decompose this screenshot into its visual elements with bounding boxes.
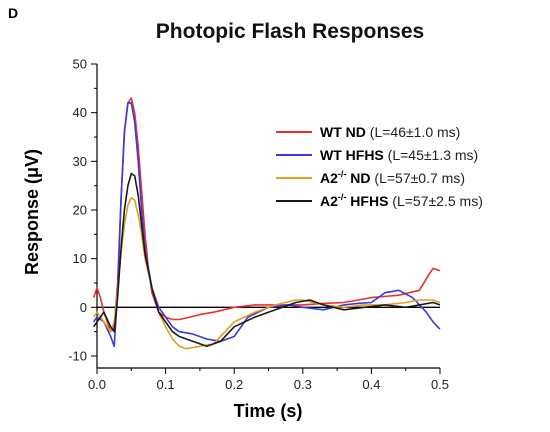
legend: WT ND (L=46±1.0 ms) WT HFHS (L=45±1.3 ms)… [276,124,483,209]
x-tick-label: 0.4 [362,377,380,392]
legend-entry: WT HFHS (L=45±1.3 ms) [320,147,478,163]
x-tick-label: 0.5 [431,377,449,392]
legend-entry: WT ND (L=46±1.0 ms) [320,124,460,140]
x-tick-label: 0.1 [157,377,175,392]
y-tick-label: 0 [80,300,87,315]
series-line-4 [92,172,441,348]
series-line-2 [92,102,441,348]
y-tick-label: 20 [73,203,87,218]
y-tick-label: 40 [73,105,87,120]
x-tick-label: 0.0 [88,377,106,392]
legend-entry: A2-/- ND (L=57±0.7 ms) [320,169,465,186]
y-tick-label: 50 [73,57,87,72]
x-tick-label: 0.3 [294,377,312,392]
series-line-3 [92,197,441,350]
x-tick-label: 0.2 [225,377,243,392]
y-tick-label: -10 [68,349,87,364]
y-tick-label: 10 [73,251,87,266]
legend-entry: A2-/- HFHS (L=57±2.5 ms) [320,192,483,209]
y-axis-label: Response (μV) [22,149,42,275]
axes: -10 0 10 20 30 40 50 0.0 0.1 0.2 0.3 0.4 0.5 [68,57,449,393]
x-axis-label: Time (s) [234,401,303,421]
panel-label: D [8,5,18,21]
series-lines [92,97,441,350]
y-tick-label: 30 [73,154,87,169]
chart-title: Photopic Flash Responses [156,20,424,43]
